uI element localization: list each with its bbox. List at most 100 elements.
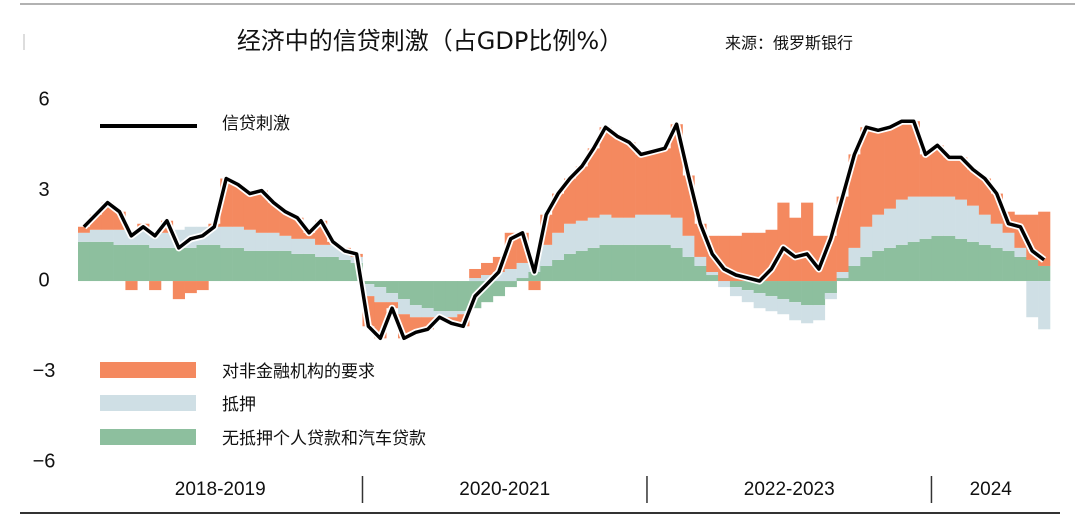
bar [338, 250, 351, 260]
bar [315, 256, 328, 282]
bar [872, 250, 885, 282]
bar [848, 265, 861, 282]
bar [196, 281, 209, 291]
bar [232, 247, 245, 282]
bar [670, 247, 683, 282]
bar [575, 166, 589, 221]
bar [635, 154, 648, 215]
bar [812, 281, 826, 306]
bar [967, 241, 980, 282]
bar [765, 281, 778, 297]
bar [599, 127, 612, 215]
bar [184, 247, 197, 282]
bar [955, 199, 968, 239]
bar [955, 238, 968, 282]
bar [89, 241, 103, 282]
bar [646, 244, 660, 282]
bar [919, 238, 932, 282]
y-tick-label: 0 [38, 269, 49, 291]
bar [611, 136, 624, 218]
bar [658, 244, 671, 282]
bar [706, 275, 719, 282]
bar [836, 272, 849, 279]
bar [552, 232, 565, 260]
bar [884, 208, 897, 248]
legend-label: 抵押 [222, 395, 256, 415]
bar [113, 244, 126, 282]
bar [504, 268, 517, 282]
bar [895, 244, 909, 282]
bar [789, 217, 802, 282]
bar [919, 196, 932, 239]
bar [445, 281, 458, 312]
bar [789, 281, 802, 303]
bar [445, 311, 458, 318]
bar [267, 232, 280, 251]
bar [291, 238, 304, 254]
bar [575, 220, 589, 251]
y-tick-label: 6 [38, 88, 49, 110]
bar [1014, 247, 1027, 257]
bar [243, 193, 257, 230]
bar [599, 244, 612, 282]
bar [386, 281, 399, 294]
bar [243, 250, 257, 282]
bar [279, 235, 292, 251]
x-period-label: 2024 [970, 479, 1013, 500]
bar [564, 178, 577, 224]
bar [967, 169, 980, 206]
bar [243, 229, 257, 251]
bar [457, 281, 470, 312]
bar [919, 154, 932, 197]
bar [670, 217, 683, 248]
bar [895, 199, 909, 245]
bar [89, 229, 103, 242]
bar [208, 244, 221, 282]
bar [125, 281, 138, 291]
bar [492, 281, 506, 297]
bar [872, 130, 885, 215]
bar [255, 190, 268, 233]
bars [78, 121, 1051, 339]
bar [303, 253, 316, 282]
bar [338, 259, 351, 282]
bar [196, 244, 209, 282]
bar [469, 278, 482, 282]
bar [682, 235, 695, 257]
bar [646, 151, 660, 215]
y-tick-label: −3 [33, 360, 56, 382]
bar [623, 217, 636, 245]
bar [540, 244, 553, 266]
bar [789, 302, 802, 321]
bar [232, 226, 245, 248]
bar [978, 244, 992, 282]
bar [884, 247, 897, 282]
bar [1038, 211, 1051, 266]
bar [753, 293, 766, 309]
bar [741, 290, 754, 303]
bar [1002, 232, 1015, 251]
bar [398, 281, 411, 300]
bar [1026, 259, 1039, 282]
source: 来源：俄罗斯银行 [725, 34, 853, 53]
bar [101, 229, 114, 242]
line [82, 119, 1046, 341]
bar [907, 241, 920, 282]
bar [125, 244, 138, 282]
bar [504, 281, 517, 288]
legend-swatch [100, 395, 196, 411]
bar [528, 281, 541, 291]
bar [149, 247, 162, 282]
bar [481, 275, 494, 282]
legend-label: 无抵押个人贷款和汽车贷款 [222, 429, 426, 449]
x-period-label: 2020-2021 [459, 479, 550, 500]
bar [1014, 256, 1027, 282]
bar [113, 229, 126, 245]
bar [931, 145, 944, 197]
bar [765, 296, 778, 312]
bar [433, 281, 446, 312]
bar [812, 305, 826, 321]
bar [552, 259, 565, 282]
bar [149, 281, 162, 291]
bar [1038, 265, 1051, 282]
